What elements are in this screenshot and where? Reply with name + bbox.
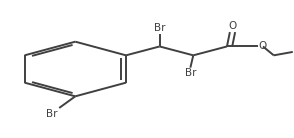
Text: O: O	[228, 21, 237, 31]
Text: O: O	[259, 41, 267, 51]
Text: Br: Br	[154, 23, 166, 34]
Text: Br: Br	[185, 68, 196, 78]
Text: Br: Br	[46, 109, 58, 119]
